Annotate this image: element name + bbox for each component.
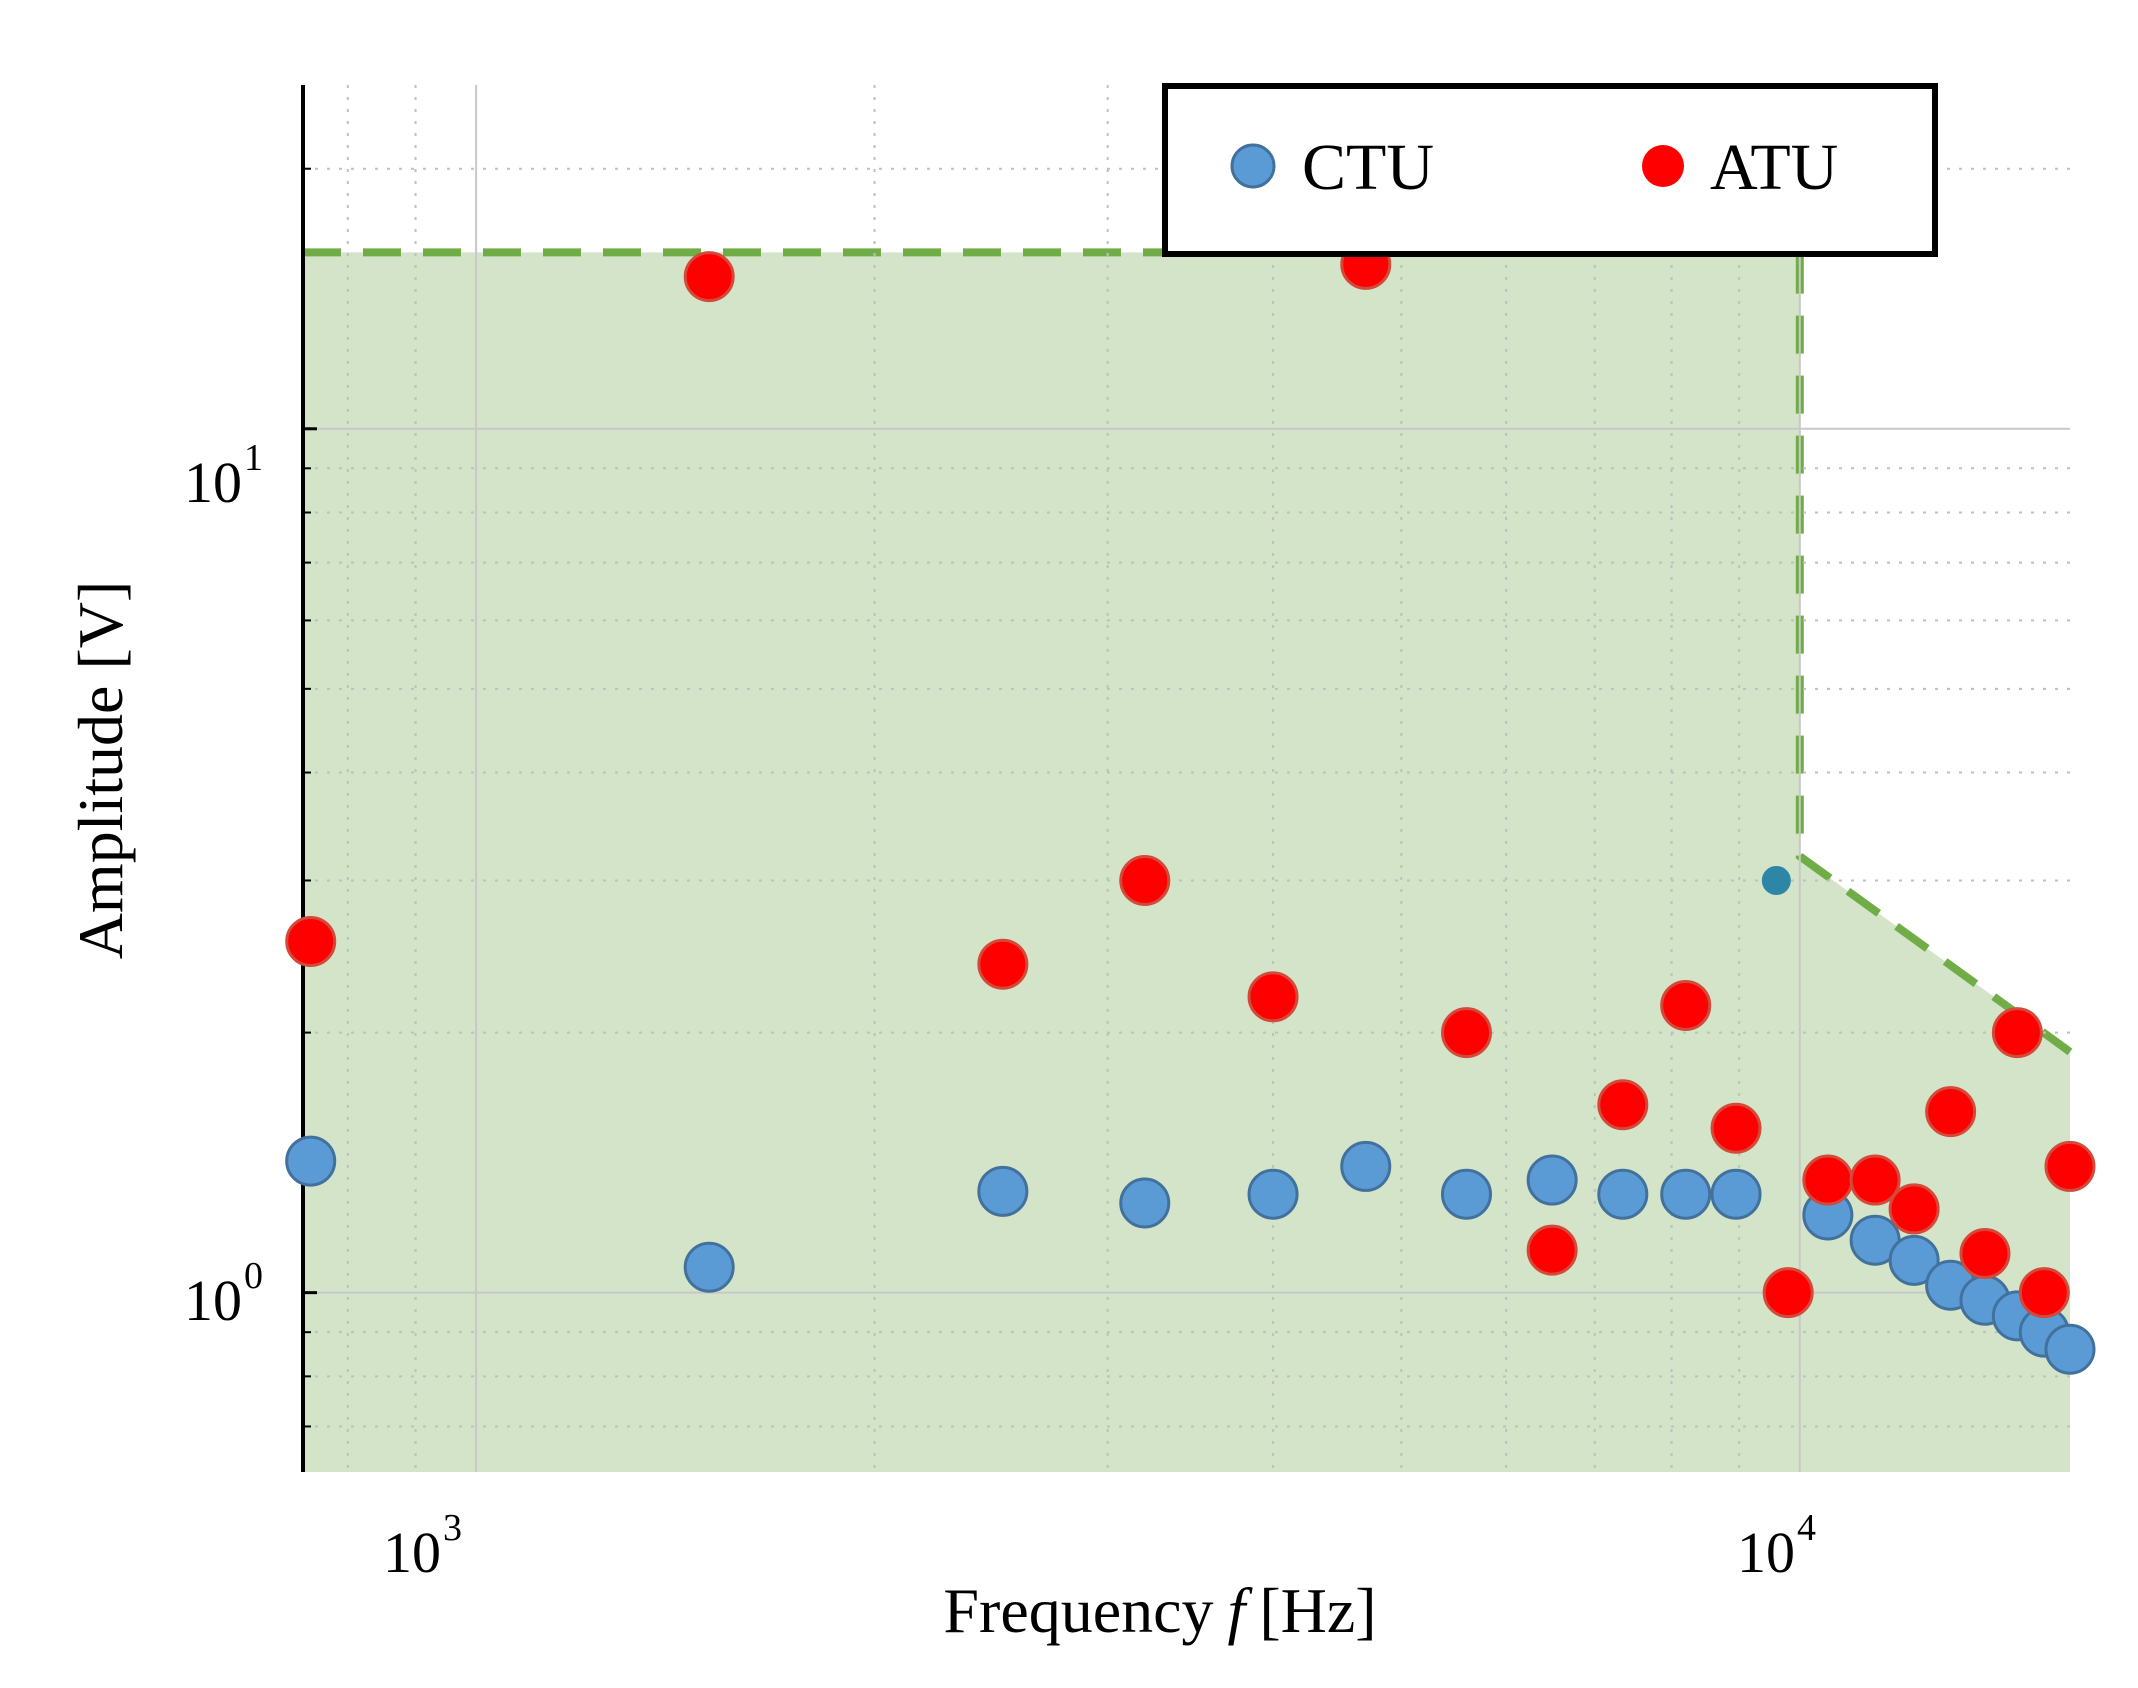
data-points xyxy=(285,238,2096,1375)
point-atu-12 xyxy=(1802,1154,1854,1206)
x-tick-base-1: 10 xyxy=(1737,1520,1795,1585)
point-atu-0 xyxy=(285,915,337,967)
point-ctu-13 xyxy=(1888,1234,1940,1286)
point-atu-15 xyxy=(1925,1086,1977,1138)
x-tick-base-0: 10 xyxy=(383,1520,441,1585)
point-ctu-1 xyxy=(683,1241,735,1293)
y-tick-label-0: 10 xyxy=(184,1268,242,1333)
point-atu-18 xyxy=(2018,1267,2070,1319)
point-ctu-18 xyxy=(2044,1323,2096,1375)
axes xyxy=(301,85,317,1472)
point-atu-8 xyxy=(1597,1079,1649,1131)
point-atu-2 xyxy=(977,938,1029,990)
point-atu-14 xyxy=(1888,1183,1940,1235)
x-tick-exp-0: 3 xyxy=(443,1507,462,1549)
y-tick-exp-1: 1 xyxy=(244,437,263,479)
legend-label-ctu: CTU xyxy=(1302,131,1434,204)
x-axis-title-unit: [Hz] xyxy=(1259,1575,1376,1646)
legend-marker-atu xyxy=(1642,145,1684,187)
y-tick-base-1: 10 xyxy=(184,450,242,515)
point-ctu-5 xyxy=(1340,1140,1392,1192)
x-axis-title-text: Frequency xyxy=(943,1575,1213,1646)
point-atu-11 xyxy=(1762,1267,1814,1319)
point-atu-13 xyxy=(1849,1154,1901,1206)
legend: CTU ATU xyxy=(1162,83,1938,257)
legend-label-atu: ATU xyxy=(1710,131,1838,204)
point-atu-16 xyxy=(1959,1227,2011,1279)
y-tick-exp-0: 0 xyxy=(244,1255,263,1297)
limit-region xyxy=(303,248,2073,1472)
x-tick-label-0: 10 xyxy=(383,1520,441,1585)
point-atu-19 xyxy=(2044,1140,2096,1192)
limit-region-boundary xyxy=(303,248,2073,1056)
point-atu-10 xyxy=(1710,1102,1762,1154)
point-ctu-4 xyxy=(1247,1168,1299,1220)
x-tick-labels: 10 3 10 4 xyxy=(383,1507,1816,1585)
point-ctu-7 xyxy=(1526,1154,1578,1206)
point-ctu-10 xyxy=(1710,1168,1762,1220)
point-atu-4 xyxy=(1247,971,1299,1023)
point-atu-6 xyxy=(1440,1007,1492,1059)
y-tick-labels: 10 0 10 1 xyxy=(184,437,263,1333)
point-ctu-2 xyxy=(977,1165,1029,1217)
legend-marker-ctu xyxy=(1230,143,1276,189)
y-tick-base-0: 10 xyxy=(184,1268,242,1333)
y-tick-label-1: 10 xyxy=(184,450,242,515)
x-tick-label-1: 10 xyxy=(1737,1520,1795,1585)
limit-region-fill xyxy=(303,252,2070,1472)
legend-box xyxy=(1162,83,1938,257)
x-axis-title: Frequency f [Hz] xyxy=(943,1575,1376,1646)
point-ctu-8 xyxy=(1597,1168,1649,1220)
point-ctu-3 xyxy=(1119,1177,1171,1229)
point-ctu-9 xyxy=(1660,1168,1712,1220)
y-axis-title: Amplitude [V] xyxy=(65,581,136,960)
point-ctu-6 xyxy=(1440,1168,1492,1220)
point-ctu-0 xyxy=(285,1135,337,1187)
point-atu-17 xyxy=(1991,1007,2043,1059)
point-atu-1 xyxy=(683,251,735,303)
point-extra-0 xyxy=(1761,865,1791,895)
point-atu-9 xyxy=(1660,979,1712,1031)
x-tick-exp-1: 4 xyxy=(1797,1507,1816,1549)
point-atu-3 xyxy=(1119,854,1171,906)
point-atu-7 xyxy=(1526,1224,1578,1276)
